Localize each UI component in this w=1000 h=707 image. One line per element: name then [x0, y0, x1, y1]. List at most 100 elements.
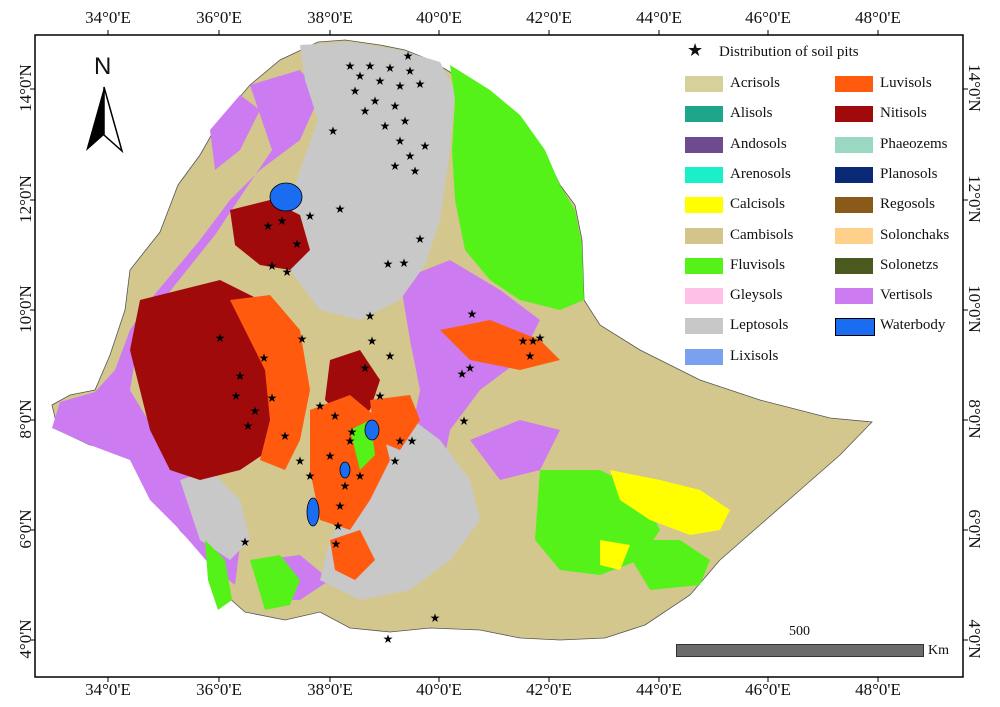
x-tick-top-8: 48°0'E — [855, 8, 901, 27]
svg-text:★: ★ — [360, 361, 371, 375]
y-tick-left-6: 4°0'N — [16, 619, 35, 659]
svg-text:★: ★ — [390, 454, 401, 468]
legend-swatch — [685, 257, 723, 274]
legend-label: Cambisols — [730, 226, 794, 243]
legend-swatch — [835, 136, 873, 153]
lake-tana — [269, 182, 303, 212]
svg-text:★: ★ — [528, 334, 539, 348]
x-tick-bottom-1: 34°0'E — [85, 680, 131, 699]
legend-swatch — [835, 197, 873, 214]
leptosols-west — [180, 470, 250, 560]
svg-text:★: ★ — [215, 331, 226, 345]
fluvisols-south — [250, 555, 300, 610]
legend-swatch — [835, 318, 875, 337]
nitisols-north — [230, 200, 310, 270]
svg-text:★: ★ — [292, 237, 303, 251]
svg-text:★: ★ — [240, 535, 251, 549]
svg-text:★: ★ — [315, 399, 326, 413]
svg-text:★: ★ — [345, 59, 356, 73]
x-tick-top-5: 42°0'E — [526, 8, 572, 27]
svg-text:★: ★ — [410, 164, 421, 178]
x-tick-top-3: 38°0'E — [307, 8, 353, 27]
soil-pit-stars: ★ ★ ★ ★ ★ ★ ★ ★ ★ ★ ★ ★ ★ ★ ★ ★ ★ ★ ★ ★ ★ ★ ★ ★ ★ ★ ★ ★ ★ ★ ★ ★… — [215, 49, 546, 646]
legend-label: Leptosols — [730, 317, 789, 334]
y-tick-right-3: 10°0'N — [965, 285, 984, 333]
legend-swatch — [835, 257, 873, 274]
svg-text:★: ★ — [395, 134, 406, 148]
legend-label: Fluvisols — [730, 256, 786, 273]
fluvisols-afar — [450, 65, 584, 310]
rift-lake-1 — [306, 497, 320, 527]
svg-text:★: ★ — [360, 104, 371, 118]
leptosols-north — [285, 42, 455, 320]
svg-text:★: ★ — [370, 94, 381, 108]
x-tick-bottom-2: 36°0'E — [196, 680, 242, 699]
y-tick-right-4: 8°0'N — [965, 399, 984, 439]
legend-label: Planosols — [880, 165, 938, 182]
svg-text:★: ★ — [365, 59, 376, 73]
y-tick-right-5: 6°0'N — [965, 509, 984, 549]
x-tick-bottom-6: 44°0'E — [636, 680, 682, 699]
legend-label: Calcisols — [730, 196, 785, 213]
svg-text:★: ★ — [250, 404, 261, 418]
x-tick-top-2: 36°0'E — [196, 8, 242, 27]
legend-swatch — [685, 166, 723, 183]
legend-label: Lixisols — [730, 347, 779, 364]
y-tick-right-2: 12°0'N — [965, 175, 984, 223]
svg-text:★: ★ — [457, 367, 468, 381]
luvisols-east — [370, 395, 420, 450]
svg-text:★: ★ — [280, 429, 291, 443]
svg-text:★: ★ — [395, 434, 406, 448]
x-tick-bottom-5: 42°0'E — [526, 680, 572, 699]
svg-text:★: ★ — [267, 259, 278, 273]
svg-text:★: ★ — [259, 351, 270, 365]
y-tick-right-6: 4°0'N — [965, 619, 984, 659]
svg-text:★: ★ — [267, 391, 278, 405]
scale-bar: 500 Km — [676, 624, 956, 664]
x-tick-bottom-3: 38°0'E — [307, 680, 353, 699]
legend-swatch — [835, 166, 873, 183]
legend-swatch — [685, 348, 723, 365]
calcisols-ogaden — [610, 470, 730, 535]
legend-title: Distribution of soil pits — [719, 44, 859, 60]
x-tick-bottom-7: 46°0'E — [745, 680, 791, 699]
svg-text:★: ★ — [355, 469, 366, 483]
legend-swatch — [685, 197, 723, 214]
y-tick-left-2: 12°0'N — [16, 175, 35, 223]
svg-text:★: ★ — [459, 414, 470, 428]
luvisols-east2 — [440, 320, 560, 370]
svg-text:★: ★ — [525, 349, 536, 363]
svg-text:★: ★ — [415, 77, 426, 91]
svg-text:★: ★ — [518, 334, 529, 348]
svg-text:★: ★ — [375, 389, 386, 403]
legend-swatch — [685, 227, 723, 244]
svg-text:★: ★ — [385, 61, 396, 75]
scale-unit: Km — [928, 643, 949, 658]
svg-text:★: ★ — [415, 232, 426, 246]
legend-label: Luvisols — [880, 75, 932, 91]
legend-swatch — [835, 76, 873, 92]
svg-text:★: ★ — [405, 64, 416, 78]
luvisols-south — [330, 530, 375, 580]
legend-label: Gleysols — [730, 287, 783, 304]
svg-text:★: ★ — [403, 49, 414, 63]
svg-text:★: ★ — [350, 84, 361, 98]
svg-text:★: ★ — [385, 349, 396, 363]
legend-label: Arenosols — [730, 165, 791, 182]
legend-swatch — [835, 227, 873, 244]
svg-text:★: ★ — [235, 369, 246, 383]
legend-swatch — [685, 76, 723, 92]
scale-bar-graphic — [676, 644, 924, 657]
vertisols-north — [210, 95, 260, 170]
scale-value: 500 — [789, 624, 810, 639]
legend-swatch — [835, 106, 873, 123]
north-arrow: N — [80, 53, 128, 155]
rift-lake-3 — [339, 461, 351, 479]
legend-label: Vertisols — [880, 287, 933, 304]
soil-pit-star-icon: ★ — [687, 40, 704, 60]
svg-text:★: ★ — [400, 114, 411, 128]
fluvisols-south-west — [205, 540, 232, 610]
legend-label: Solonetzs — [880, 256, 939, 273]
svg-text:★: ★ — [331, 537, 342, 551]
